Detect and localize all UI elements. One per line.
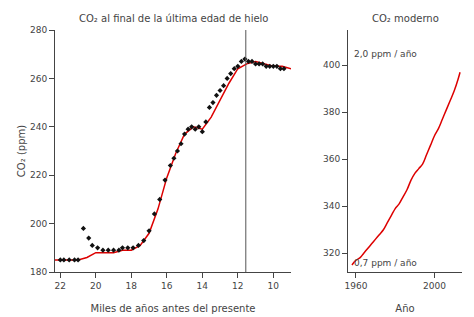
svg-text:12: 12 (232, 281, 243, 291)
svg-text:20: 20 (90, 281, 102, 291)
svg-text:360: 360 (323, 154, 340, 164)
svg-text:CO₂ moderno: CO₂ moderno (372, 13, 439, 24)
svg-text:260: 260 (30, 74, 47, 84)
svg-text:340: 340 (323, 201, 340, 211)
svg-text:400: 400 (323, 60, 340, 70)
svg-text:14: 14 (197, 281, 209, 291)
svg-text:22: 22 (55, 281, 66, 291)
svg-text:240: 240 (30, 122, 47, 132)
svg-text:280: 280 (30, 25, 47, 35)
svg-text:Miles de años antes del presen: Miles de años antes del presente (91, 303, 256, 314)
svg-text:0,7 ppm / año: 0,7 ppm / año (354, 258, 417, 268)
svg-text:220: 220 (30, 170, 47, 180)
svg-text:1960: 1960 (344, 281, 367, 291)
svg-text:180: 180 (30, 267, 47, 277)
svg-text:18: 18 (126, 281, 138, 291)
svg-text:200: 200 (30, 219, 47, 229)
svg-text:Año: Año (395, 303, 414, 314)
svg-text:CO₂ al final de la última edad: CO₂ al final de la última edad de hielo (79, 13, 268, 24)
svg-text:380: 380 (323, 107, 340, 117)
svg-text:CO₂ (ppm): CO₂ (ppm) (16, 125, 27, 177)
svg-text:320: 320 (323, 248, 340, 258)
svg-text:10: 10 (268, 281, 280, 291)
svg-text:16: 16 (161, 281, 173, 291)
svg-text:2,0 ppm / año: 2,0 ppm / año (354, 49, 417, 59)
svg-text:2000: 2000 (423, 281, 446, 291)
